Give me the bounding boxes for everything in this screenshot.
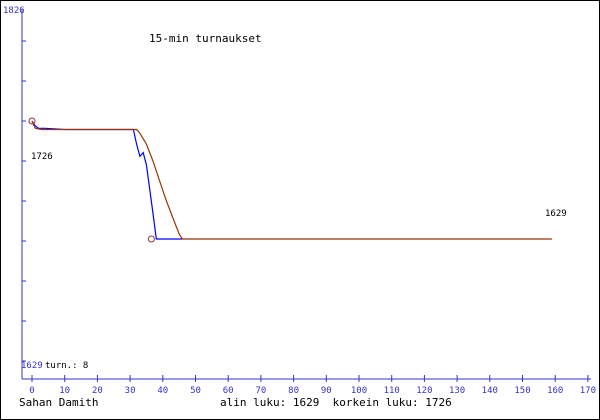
series-line-blue <box>31 120 183 240</box>
x-tick-label: 60 <box>223 386 234 396</box>
turn-count-label: turn.: 8 <box>45 361 88 371</box>
x-ticks: 0 10 20 30 40 50 60 70 80 90 100 110 120 130 140 150 160… <box>29 375 596 396</box>
series-line-brown <box>31 120 552 240</box>
marker-layer <box>28 117 155 243</box>
point-marker <box>28 117 36 125</box>
axis-layer: 0 10 20 30 40 50 60 70 80 90 100 110 120 130 140 150 160… <box>21 9 596 396</box>
x-tick-label: 10 <box>59 386 70 396</box>
x-tick-label: 140 <box>482 386 498 396</box>
point-marker <box>147 235 155 243</box>
chart-title: 15-min turnaukset <box>149 32 262 45</box>
x-tick-label: 0 <box>29 386 34 396</box>
x-tick-label: 100 <box>351 386 367 396</box>
x-tick-label: 70 <box>255 386 266 396</box>
series-layer <box>31 120 552 240</box>
y-max-label: 1826 <box>3 6 25 16</box>
start-value-label: 1726 <box>31 152 53 162</box>
x-tick-label: 170 <box>580 386 596 396</box>
x-tick-label: 80 <box>288 386 299 396</box>
x-tick-label: 90 <box>321 386 332 396</box>
footer-author: Sahan Damith <box>19 396 98 409</box>
x-tick-label: 50 <box>190 386 201 396</box>
x-tick-label: 20 <box>92 386 103 396</box>
x-tick-label: 30 <box>125 386 136 396</box>
footer-range: alin luku: 1629 korkein luku: 1726 <box>220 396 452 409</box>
x-tick-label: 110 <box>384 386 400 396</box>
x-tick-label: 40 <box>157 386 168 396</box>
x-tick-label: 150 <box>514 386 530 396</box>
x-tick-label: 160 <box>547 386 563 396</box>
y-min-label: 1629 <box>21 361 43 371</box>
x-tick-label: 130 <box>449 386 465 396</box>
end-value-label: 1629 <box>545 209 567 219</box>
y-ticks <box>22 40 26 362</box>
x-tick-label: 120 <box>416 386 432 396</box>
